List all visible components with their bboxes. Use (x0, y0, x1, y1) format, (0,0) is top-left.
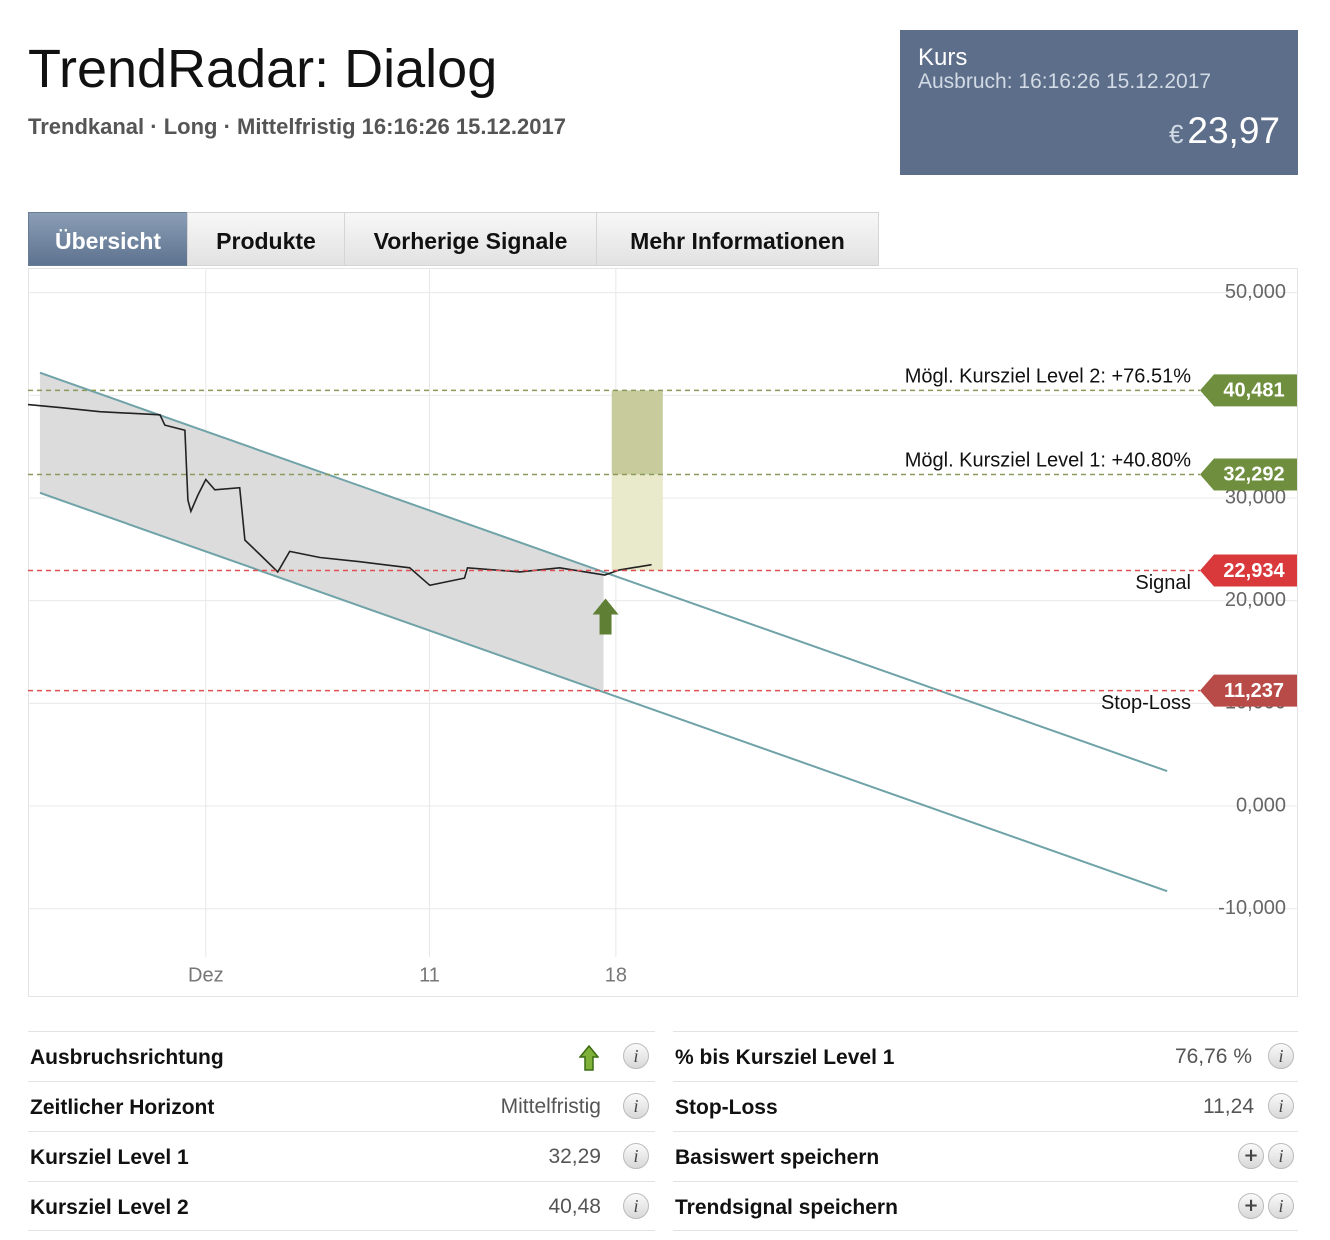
y-tick-label: 0,000 (1236, 794, 1286, 816)
direction-icon (579, 1045, 599, 1071)
info-icon[interactable]: i (623, 1143, 649, 1169)
info-value: 76,76 % (1174, 1045, 1252, 1068)
y-tick-label: 30,000 (1225, 486, 1286, 508)
info-label: Basiswert speichern (675, 1146, 880, 1169)
level-label: Signal (1135, 572, 1191, 594)
tab[interactable]: Mehr Informationen (596, 212, 879, 266)
info-row: Zeitlicher Horizont Mittelfristig i (28, 1081, 655, 1131)
info-label: Kursziel Level 2 (30, 1196, 189, 1219)
price-title: Kurs (918, 44, 968, 71)
info-row: Kursziel Level 2 40,48 i (28, 1181, 655, 1231)
info-icon[interactable]: i (1268, 1093, 1294, 1119)
level-badge (1200, 374, 1297, 407)
x-tick-label: Dez (188, 964, 224, 986)
level-badge (1200, 458, 1297, 491)
info-label: Stop-Loss (675, 1096, 778, 1119)
target-zone-2 (611, 390, 663, 475)
plot-border (28, 268, 1298, 997)
info-label: Trendsignal speichern (675, 1196, 898, 1219)
info-row: % bis Kursziel Level 1 76,76 % i (673, 1031, 1298, 1081)
info-icon[interactable]: i (1268, 1193, 1294, 1219)
info-icon[interactable]: i (623, 1193, 649, 1219)
add-icon[interactable]: + (1238, 1143, 1264, 1169)
level-value-label: 40,481 (1223, 380, 1284, 402)
chart: -10,0000,00010,00020,00030,00040,00050,0… (28, 268, 1298, 997)
info-icon[interactable]: i (623, 1043, 649, 1069)
info-value: 40,48 (548, 1195, 601, 1218)
breakout-time: Ausbruch: 16:16:26 15.12.2017 (918, 70, 1212, 93)
level-label: Mögl. Kursziel Level 1: +40.80% (905, 450, 1191, 472)
info-label: Kursziel Level 1 (30, 1146, 189, 1169)
info-icon[interactable]: i (1268, 1043, 1294, 1069)
y-tick-label: 50,000 (1225, 281, 1286, 303)
target-zone-1 (611, 474, 663, 571)
price: €23,97 (1169, 110, 1280, 152)
level-badge (1200, 554, 1297, 587)
info-value: 32,29 (548, 1145, 601, 1168)
info-label: Zeitlicher Horizont (30, 1096, 215, 1119)
price-box: Kurs Ausbruch: 16:16:26 15.12.2017 €23,9… (900, 30, 1298, 175)
add-icon[interactable]: + (1238, 1193, 1264, 1219)
info-row: Trendsignal speichern + i (673, 1181, 1298, 1231)
info-icon[interactable]: i (1268, 1143, 1294, 1169)
info-label: Ausbruchsrichtung (30, 1046, 224, 1069)
info-value: Mittelfristig (500, 1095, 601, 1118)
tab[interactable]: Produkte (187, 212, 345, 266)
x-tick-label: 11 (419, 964, 440, 986)
level-badge (1200, 674, 1297, 707)
x-tick-label: 18 (605, 964, 627, 986)
y-tick-label: -10,000 (1218, 897, 1286, 919)
info-row: Kursziel Level 1 32,29 i (28, 1131, 655, 1181)
y-tick-label: 20,000 (1225, 589, 1286, 611)
tab[interactable]: Vorherige Signale (344, 212, 597, 266)
info-row: Stop-Loss 11,24 i (673, 1081, 1298, 1131)
breakout-arrow (592, 598, 619, 635)
price-value: 23,97 (1187, 110, 1280, 151)
price-line (28, 403, 652, 587)
tab[interactable]: Übersicht (28, 212, 188, 266)
channel-area (39, 372, 604, 693)
channel-line (39, 371, 1168, 773)
currency: € (1168, 119, 1184, 149)
info-row: Ausbruchsrichtung i (28, 1031, 655, 1081)
level-value-label: 22,934 (1223, 560, 1285, 582)
level-label: Stop-Loss (1101, 692, 1191, 714)
page-title: TrendRadar: Dialog (28, 39, 498, 99)
info-label: % bis Kursziel Level 1 (675, 1046, 895, 1069)
page-subtitle: Trendkanal · Long · Mittelfristig 16:16:… (28, 114, 566, 139)
level-label: Mögl. Kursziel Level 2: +76.51% (905, 366, 1191, 388)
info-row: Basiswert speichern + i (673, 1131, 1298, 1181)
level-value-label: 32,292 (1223, 464, 1284, 486)
channel-line (39, 491, 1168, 893)
info-icon[interactable]: i (623, 1093, 649, 1119)
info-value: 11,24 (1203, 1095, 1254, 1118)
level-value-label: 11,237 (1224, 680, 1284, 702)
